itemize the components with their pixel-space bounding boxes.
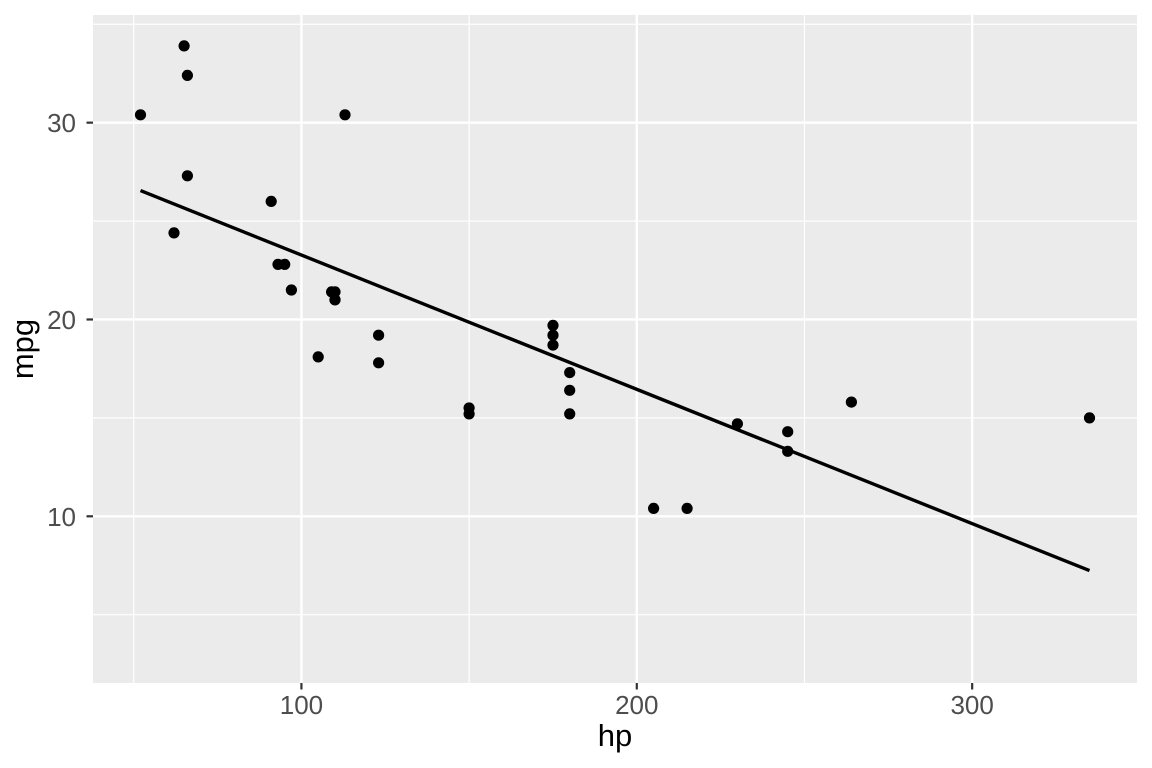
data-point: [1083, 412, 1096, 424]
data-point: [681, 502, 693, 514]
data-point: [134, 109, 147, 121]
data-point: [326, 286, 338, 298]
data-point: [564, 408, 576, 420]
data-point: [373, 329, 385, 341]
data-point: [463, 408, 475, 420]
y-axis-tick-labels: 10 20 30: [47, 108, 76, 532]
data-point: [181, 170, 193, 182]
minor-gridlines: [93, 15, 1137, 683]
data-point: [373, 357, 385, 369]
major-gridlines: [93, 15, 1137, 683]
data-point: [285, 284, 297, 296]
data-point: [312, 351, 324, 363]
data-point: [564, 367, 576, 379]
data-point: [731, 418, 744, 430]
data-point: [265, 195, 277, 207]
data-point: [782, 426, 794, 438]
x-axis-tick-label: 300: [950, 690, 993, 720]
y-axis-title: mpg: [5, 319, 40, 379]
data-point: [547, 319, 559, 331]
data-points: [134, 40, 1096, 514]
x-axis-tick-label: 100: [280, 690, 323, 720]
trend-line: [139, 189, 1091, 573]
data-point: [181, 69, 193, 81]
data-point: [168, 227, 180, 239]
x-axis-tick-label: 200: [615, 690, 658, 720]
x-axis-tick-labels: 100 200 300: [280, 690, 994, 720]
y-axis-tick-label: 30: [47, 108, 76, 138]
data-point: [564, 384, 576, 396]
data-point: [339, 109, 351, 121]
data-point: [547, 339, 559, 351]
data-point: [547, 329, 559, 341]
data-point: [648, 502, 660, 514]
data-point: [178, 40, 190, 52]
y-axis-tick-label: 10: [47, 502, 76, 532]
axis-tick-marks: [86, 121, 974, 690]
y-axis-tick-label: 20: [47, 305, 76, 335]
data-point: [845, 396, 858, 408]
x-axis-title: hp: [598, 718, 632, 753]
data-point: [279, 258, 291, 270]
panel-background: [93, 15, 1137, 683]
